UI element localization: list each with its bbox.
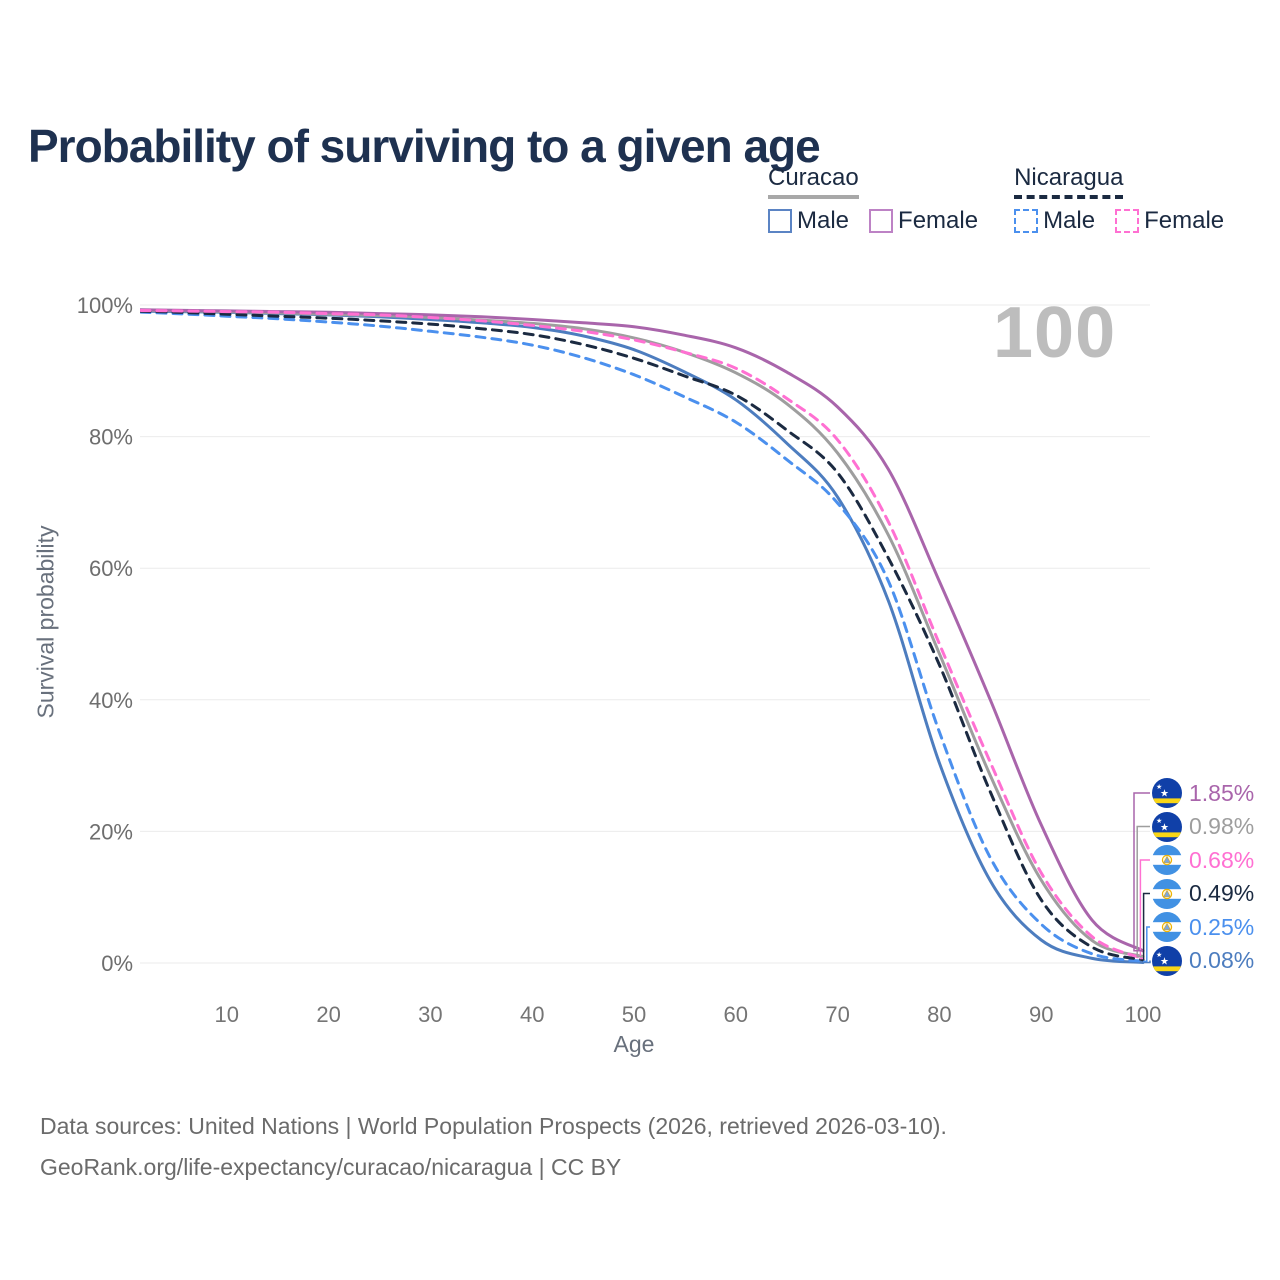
x-axis-title: Age bbox=[614, 1031, 655, 1057]
curacao-flag-icon: ★ ★ bbox=[1152, 811, 1182, 842]
end-label-leader-nicaragua-female bbox=[1139, 859, 1150, 960]
x-tick-label: 100 bbox=[1125, 1002, 1162, 1027]
end-label-row-curacao-female: ★ ★ 1.85% bbox=[1152, 777, 1254, 809]
svg-text:★: ★ bbox=[1160, 822, 1169, 833]
y-tick-label: 20% bbox=[89, 819, 133, 844]
legend: Curacao Male Female Nicaragua Male Femal… bbox=[768, 164, 1224, 235]
nicaragua-flag-icon bbox=[1152, 912, 1182, 942]
nicaragua-female-swatch-icon bbox=[1115, 209, 1140, 233]
y-axis-title: Survival probability bbox=[32, 525, 59, 719]
y-tick-label: 40% bbox=[89, 688, 133, 713]
x-tick-label: 50 bbox=[622, 1002, 646, 1027]
y-tick-label: 0% bbox=[101, 951, 133, 976]
end-label-row-nicaragua-total: 0.49% bbox=[1152, 878, 1254, 910]
legend-item-nicaragua-male[interactable]: Male bbox=[1014, 207, 1095, 235]
end-label-leader-curacao-male bbox=[1143, 960, 1151, 964]
end-label-leader-curacao-female bbox=[1133, 792, 1150, 952]
end-label-row-nicaragua-male: 0.25% bbox=[1152, 911, 1254, 943]
page-title: Probability of surviving to a given age bbox=[28, 119, 821, 172]
svg-text:★: ★ bbox=[1156, 951, 1162, 959]
curacao-flag-icon: ★ ★ bbox=[1152, 778, 1182, 808]
x-tick-label: 30 bbox=[418, 1002, 442, 1027]
nicaragua-male-swatch-icon bbox=[1014, 209, 1039, 233]
legend-item-label: Male bbox=[797, 207, 850, 234]
end-label-row-curacao-male: ★ ★ 0.08% bbox=[1152, 945, 1254, 977]
svg-text:★: ★ bbox=[1160, 789, 1169, 800]
legend-item-label: Female bbox=[898, 207, 979, 234]
legend-group-curacao: Curacao Male Female bbox=[768, 164, 978, 235]
x-tick-label: 40 bbox=[520, 1002, 544, 1027]
end-label-value-curacao-total: 0.98% bbox=[1189, 813, 1255, 839]
svg-text:★: ★ bbox=[1156, 783, 1162, 791]
x-tick-label: 20 bbox=[316, 1002, 340, 1027]
end-label-leader-curacao-total bbox=[1136, 825, 1150, 958]
legend-item-curacao-female[interactable]: Female bbox=[869, 207, 978, 235]
legend-item-curacao-male[interactable]: Male bbox=[768, 207, 849, 235]
svg-text:★: ★ bbox=[1160, 956, 1169, 967]
end-label-value-nicaragua-female: 0.68% bbox=[1189, 846, 1255, 873]
legend-item-label: Male bbox=[1043, 207, 1096, 234]
x-tick-label: 70 bbox=[825, 1002, 849, 1027]
svg-text:★: ★ bbox=[1156, 817, 1162, 825]
curacao-male-swatch-icon bbox=[768, 209, 792, 233]
legend-item-nicaragua-female[interactable]: Female bbox=[1115, 207, 1224, 235]
y-tick-label: 80% bbox=[89, 425, 133, 450]
end-label-row-nicaragua-female: 0.68% bbox=[1152, 844, 1254, 876]
end-label-value-curacao-male: 0.08% bbox=[1189, 947, 1255, 973]
y-tick-label: 100% bbox=[77, 293, 133, 318]
legend-group-header-nicaragua: Nicaragua bbox=[1014, 164, 1124, 199]
y-tick-label: 60% bbox=[89, 556, 133, 581]
footer: Data sources: United Nations | World Pop… bbox=[40, 1106, 947, 1188]
series-line-curacao-male[interactable] bbox=[125, 309, 1145, 964]
end-label-value-nicaragua-total: 0.49% bbox=[1189, 880, 1255, 906]
watermark-age-label: 100 bbox=[993, 293, 1117, 373]
legend-item-label: Female bbox=[1144, 207, 1225, 234]
series-line-nicaragua-female[interactable] bbox=[125, 308, 1145, 960]
series-line-nicaragua-total[interactable] bbox=[125, 309, 1145, 962]
end-label-leader-nicaragua-total bbox=[1142, 892, 1150, 961]
end-label-value-curacao-female: 1.85% bbox=[1189, 779, 1255, 806]
x-tick-label: 90 bbox=[1029, 1002, 1053, 1027]
legend-group-nicaragua: Nicaragua Male Female bbox=[1014, 164, 1224, 235]
footer-line-1: Data sources: United Nations | World Pop… bbox=[40, 1113, 947, 1139]
curacao-female-swatch-icon bbox=[869, 209, 894, 233]
nicaragua-flag-icon bbox=[1152, 878, 1182, 909]
x-tick-label: 10 bbox=[215, 1002, 239, 1027]
end-label-leader-nicaragua-male bbox=[1143, 926, 1150, 963]
legend-group-header-curacao: Curacao bbox=[768, 164, 859, 199]
x-tick-label: 80 bbox=[927, 1002, 951, 1027]
end-label-row-curacao-total: ★ ★ 0.98% bbox=[1152, 811, 1254, 843]
x-tick-label: 60 bbox=[724, 1002, 748, 1027]
curacao-flag-icon: ★ ★ bbox=[1152, 945, 1182, 976]
nicaragua-flag-icon bbox=[1152, 845, 1182, 875]
end-label-value-nicaragua-male: 0.25% bbox=[1189, 913, 1255, 940]
footer-line-2: GeoRank.org/life-expectancy/curacao/nica… bbox=[40, 1154, 622, 1180]
series-line-curacao-total[interactable] bbox=[125, 308, 1145, 959]
series-line-nicaragua-male[interactable] bbox=[125, 310, 1145, 963]
